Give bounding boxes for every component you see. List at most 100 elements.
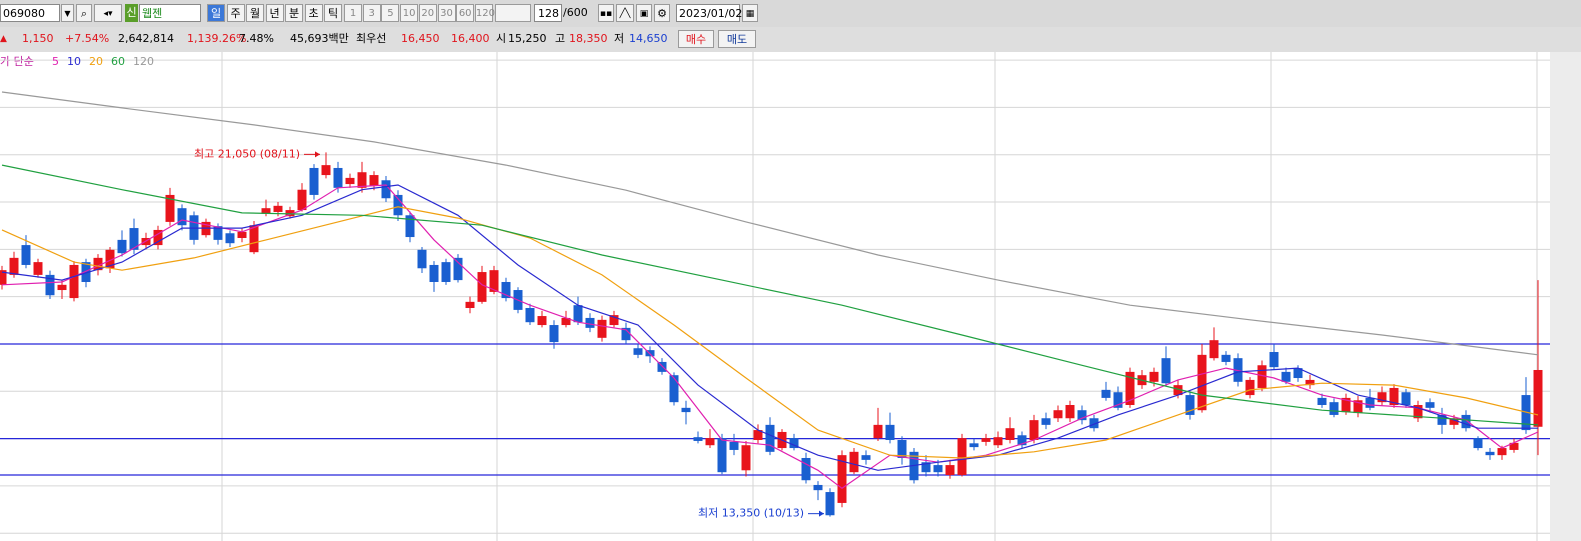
candle-body <box>153 229 163 246</box>
candle-body <box>1221 354 1231 362</box>
candle-body <box>873 424 883 439</box>
candle-body <box>453 257 463 281</box>
candle-body <box>1533 369 1543 427</box>
candle-body <box>573 305 583 323</box>
search-button[interactable]: ⌕ <box>76 4 92 22</box>
candle-body <box>669 375 679 403</box>
candle-body <box>9 257 19 275</box>
candle-body <box>801 457 811 481</box>
interval-button[interactable]: 10 <box>400 4 419 22</box>
code-dropdown[interactable]: ▼ <box>61 4 74 22</box>
candle-body <box>1413 405 1423 419</box>
interval-button[interactable]: 120 <box>474 4 495 22</box>
moving-average <box>1 184 1539 490</box>
candle-body <box>897 440 907 458</box>
high-label: 고 <box>555 32 566 45</box>
interval-button[interactable]: 3 <box>362 4 381 22</box>
candle-body <box>1041 418 1051 425</box>
interval-button[interactable]: 30 <box>437 4 456 22</box>
candle-body <box>1161 358 1171 384</box>
ask: 16,450 <box>401 32 440 45</box>
legend-entry: 120 <box>133 55 154 68</box>
count-input[interactable]: 128 <box>534 4 562 22</box>
change: 1,150 <box>22 32 54 45</box>
candle-body <box>597 319 607 338</box>
candle-body <box>705 438 715 446</box>
date-input[interactable]: 2023/01/02 <box>676 4 742 22</box>
open-label: 시 <box>496 32 507 45</box>
candle-body <box>1173 385 1183 396</box>
period-button[interactable]: 주 <box>226 4 245 22</box>
candle-body <box>501 281 511 299</box>
candle-body <box>1101 389 1111 398</box>
period-button[interactable]: 틱 <box>324 4 342 22</box>
tool-icon[interactable]: ▪▪ <box>598 4 614 22</box>
low-label: 저 <box>614 32 625 45</box>
candle-body <box>33 262 43 275</box>
interval-button[interactable]: 60 <box>456 4 475 22</box>
candle-body <box>633 348 643 355</box>
calendar-button[interactable]: ▦ <box>742 4 758 22</box>
candle-body <box>417 249 427 269</box>
moving-average <box>1 184 1538 471</box>
quote-bar: ▲ 1,150 +7.54% 2,642,814 1,139.26% 7.48%… <box>0 27 1581 52</box>
candle-body <box>441 262 451 282</box>
settings-icon[interactable]: ⚙ <box>654 4 670 22</box>
candle-body <box>1389 387 1399 405</box>
stock-name: 웹젠 <box>139 4 201 22</box>
candle-body <box>717 438 727 473</box>
candle-body <box>0 270 7 285</box>
candle-body <box>1113 392 1123 408</box>
count-total: /600 <box>563 6 588 19</box>
candle-body <box>933 465 943 473</box>
candle-body <box>345 177 355 185</box>
candle-body <box>1305 379 1315 386</box>
period-button[interactable]: 초 <box>304 4 323 22</box>
candle-body <box>525 308 535 323</box>
candle-body <box>1341 397 1351 413</box>
candle-body <box>117 239 127 254</box>
candle-body <box>1473 438 1483 449</box>
period-button[interactable]: 분 <box>285 4 303 22</box>
code-input[interactable]: 069080 <box>0 4 60 22</box>
legend-entry: 60 <box>111 55 125 68</box>
interval-button[interactable]: 20 <box>418 4 437 22</box>
candle-body <box>1185 395 1195 415</box>
candle-body <box>465 301 475 309</box>
candle-body <box>921 462 931 473</box>
moving-average <box>1 164 1539 426</box>
candle-body <box>813 484 823 491</box>
candle-body <box>1197 354 1207 411</box>
interval-button[interactable]: 1 <box>344 4 362 22</box>
candle-body <box>1485 451 1495 456</box>
period-button[interactable]: 일 <box>207 4 225 22</box>
candle-body <box>69 264 79 299</box>
candle-body <box>1245 379 1255 396</box>
annotation: 최고 21,050 (08/11) <box>194 147 300 160</box>
candle-body <box>945 465 955 476</box>
candle-body <box>657 361 667 372</box>
tool-icon[interactable]: ╱╲ <box>616 4 634 22</box>
candle-body <box>1377 392 1387 403</box>
period-button[interactable]: 월 <box>246 4 264 22</box>
candle-body <box>1401 392 1411 405</box>
sell-button[interactable]: 매도 <box>718 30 756 48</box>
candle-body <box>1017 435 1027 446</box>
bid: 16,400 <box>451 32 490 45</box>
candle-body <box>477 272 487 302</box>
buy-button[interactable]: 매수 <box>678 30 714 48</box>
candle-body <box>81 262 91 282</box>
change-pct: +7.54% <box>65 32 110 45</box>
candle-body <box>741 445 751 471</box>
open: 15,250 <box>508 32 547 45</box>
candle-body <box>1425 402 1435 408</box>
interval-button[interactable]: 5 <box>381 4 400 22</box>
period-button[interactable]: 년 <box>265 4 284 22</box>
blank-box[interactable] <box>495 4 531 22</box>
candle-body <box>1077 410 1087 421</box>
candle-body <box>561 317 571 326</box>
candle-body <box>393 194 403 216</box>
sound-button[interactable]: ◂▾ <box>94 4 122 22</box>
save-icon[interactable]: ▣ <box>636 4 652 22</box>
